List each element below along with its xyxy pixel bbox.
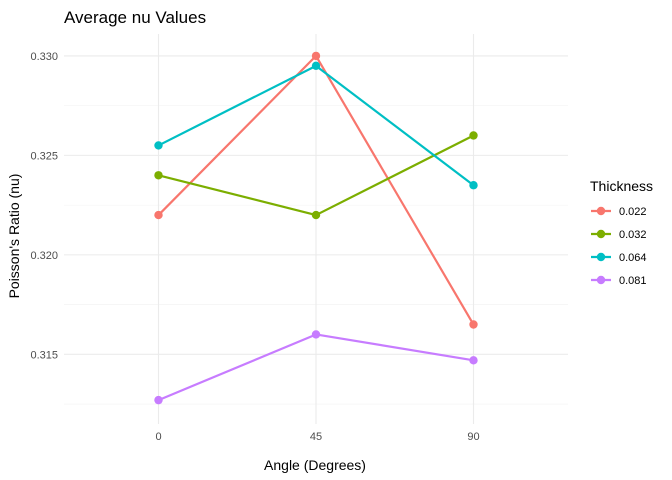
data-point bbox=[469, 320, 478, 329]
x-axis-title: Angle (Degrees) bbox=[264, 457, 366, 473]
legend-title: Thickness bbox=[590, 178, 653, 194]
legend-item-0.081: 0.081 bbox=[591, 275, 647, 287]
data-point bbox=[154, 210, 163, 220]
x-tick-label: 90 bbox=[467, 431, 479, 443]
y-tick-label: 0.315 bbox=[30, 349, 58, 361]
legend-label: 0.064 bbox=[619, 252, 647, 264]
legend-key-point bbox=[596, 275, 606, 285]
y-axis-title: Poisson's Ratio (nu) bbox=[6, 174, 22, 299]
data-point bbox=[311, 51, 321, 61]
y-tick-label: 0.320 bbox=[30, 250, 58, 262]
series-0.081 bbox=[154, 330, 478, 405]
legend-label: 0.081 bbox=[619, 275, 647, 287]
x-tick-label: 0 bbox=[155, 431, 161, 443]
legend-label: 0.022 bbox=[619, 206, 647, 218]
data-point bbox=[469, 131, 478, 140]
legend-item-0.032: 0.032 bbox=[591, 229, 647, 241]
legend-key-point bbox=[596, 206, 606, 216]
legend-items: 0.022 0.032 0.064 0.081 bbox=[591, 206, 647, 287]
chart-title: Average nu Values bbox=[64, 8, 206, 27]
data-point bbox=[311, 210, 321, 220]
y-tick-label: 0.330 bbox=[30, 51, 58, 63]
legend-label: 0.032 bbox=[619, 229, 647, 241]
data-point bbox=[154, 171, 163, 180]
series-0.064 bbox=[154, 61, 478, 190]
y-tick-label: 0.325 bbox=[30, 150, 58, 162]
legend-key-point bbox=[596, 252, 606, 262]
series-0.022 bbox=[154, 51, 478, 329]
grid bbox=[64, 34, 568, 424]
data-point bbox=[469, 356, 478, 365]
data-point bbox=[311, 330, 321, 339]
data-point bbox=[469, 181, 478, 190]
legend-key-point bbox=[596, 229, 606, 239]
data-point bbox=[154, 395, 163, 405]
x-tick-label: 45 bbox=[310, 431, 322, 443]
legend-item-0.022: 0.022 bbox=[591, 206, 647, 218]
legend: Thickness 0.022 0.032 0.064 0.081 bbox=[590, 178, 653, 287]
data-point bbox=[154, 141, 163, 150]
axis-ticks: 0.315 0.320 0.325 0.330 0 45 90 bbox=[30, 51, 479, 443]
legend-item-0.064: 0.064 bbox=[591, 252, 647, 264]
series-lines bbox=[154, 51, 478, 405]
data-point bbox=[311, 61, 321, 71]
series-0.032 bbox=[154, 131, 478, 220]
